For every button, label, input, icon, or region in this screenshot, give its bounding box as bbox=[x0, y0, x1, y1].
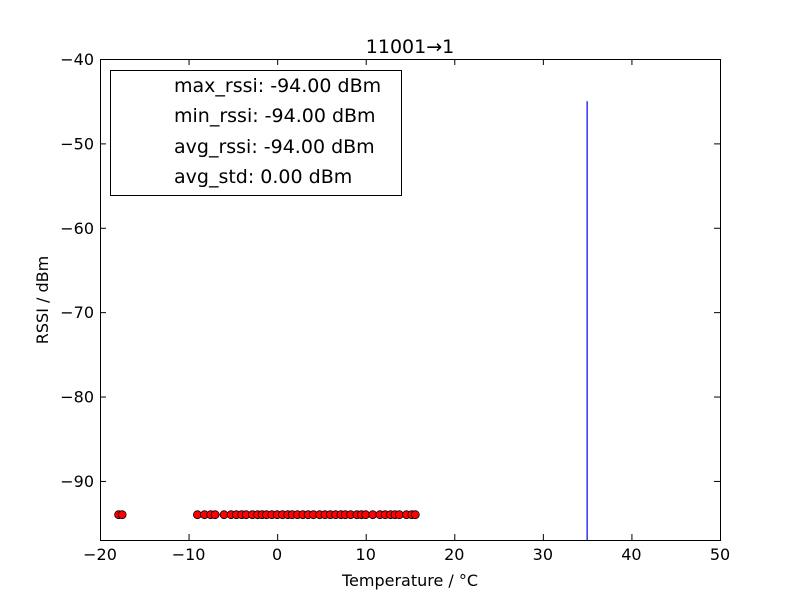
chart-title: 11001→1 bbox=[366, 36, 454, 58]
legend-entry: min_rssi: -94.00 dBm bbox=[174, 105, 376, 127]
x-axis-label: Temperature / °C bbox=[341, 571, 478, 590]
data-point bbox=[117, 510, 127, 520]
y-tick-label: −90 bbox=[60, 472, 94, 491]
x-tick-label: −20 bbox=[83, 545, 117, 564]
legend-entry: avg_rssi: -94.00 dBm bbox=[174, 136, 375, 158]
x-tick-label: 40 bbox=[621, 545, 641, 564]
y-tick-label: −60 bbox=[60, 219, 94, 238]
legend: max_rssi: -94.00 dBm min_rssi: -94.00 dB… bbox=[110, 70, 402, 196]
data-point bbox=[410, 510, 420, 520]
legend-box bbox=[110, 70, 402, 196]
x-tick-label: −10 bbox=[172, 545, 206, 564]
y-axis-label: RSSI / dBm bbox=[33, 256, 52, 344]
legend-entry: max_rssi: -94.00 dBm bbox=[174, 75, 381, 97]
plot-frame bbox=[100, 59, 721, 541]
x-tick-label: 20 bbox=[444, 545, 464, 564]
legend-entry: avg_std: 0.00 dBm bbox=[174, 166, 352, 188]
y-tick-label: −40 bbox=[60, 50, 94, 69]
y-tick-label: −80 bbox=[60, 388, 94, 407]
x-tick-label: 50 bbox=[710, 545, 730, 564]
axis-ticks: −20 −10 0 10 20 30 40 50 −40 −50 −60 −70 −80 −90 bbox=[60, 50, 730, 564]
y-tick-label: −50 bbox=[60, 134, 94, 153]
x-tick-label: 30 bbox=[533, 545, 553, 564]
x-tick-label: 0 bbox=[272, 545, 282, 564]
y-tick-label: −70 bbox=[60, 303, 94, 322]
x-tick-label: 10 bbox=[356, 545, 376, 564]
data-point bbox=[210, 510, 220, 520]
plot-area bbox=[114, 101, 588, 540]
